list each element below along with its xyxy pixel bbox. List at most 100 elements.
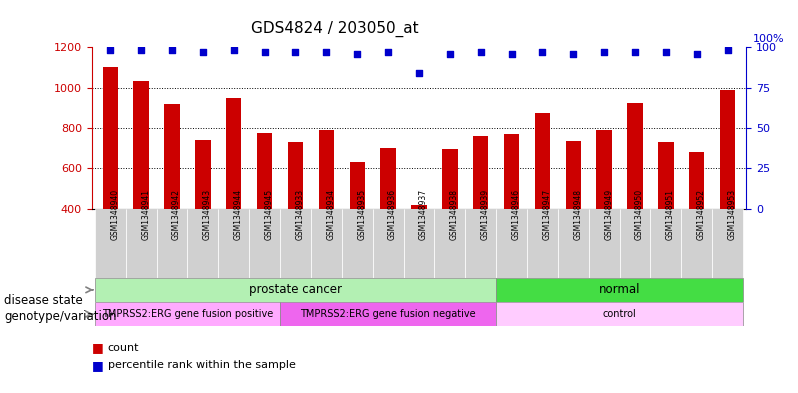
Point	[690, 50, 703, 57]
Text: percentile rank within the sample: percentile rank within the sample	[108, 360, 295, 371]
Bar	[504, 134, 519, 289]
Point	[320, 49, 333, 55]
Point	[104, 47, 117, 53]
Bar	[627, 103, 642, 289]
Text: GDS4824 / 203050_at: GDS4824 / 203050_at	[251, 21, 419, 37]
Bar	[249, 209, 280, 278]
Bar	[257, 133, 272, 289]
Text: GSM1348944: GSM1348944	[234, 189, 243, 240]
Bar	[442, 149, 457, 289]
Bar	[280, 209, 311, 278]
Text: GSM1348943: GSM1348943	[203, 189, 212, 240]
Bar	[496, 302, 743, 326]
Point	[381, 49, 394, 55]
Bar	[535, 113, 550, 289]
Point	[721, 47, 734, 53]
Bar	[95, 302, 280, 326]
Point	[629, 49, 642, 55]
Bar	[689, 152, 705, 289]
Bar	[381, 148, 396, 289]
Text: GSM1348947: GSM1348947	[543, 189, 551, 240]
Bar	[95, 209, 126, 278]
Bar	[318, 130, 334, 289]
Bar	[650, 209, 681, 278]
Bar	[589, 209, 619, 278]
Point	[444, 50, 456, 57]
Bar	[465, 209, 496, 278]
Text: GSM1348951: GSM1348951	[666, 189, 675, 240]
Text: GSM1348950: GSM1348950	[635, 189, 644, 240]
Bar	[496, 278, 743, 302]
Text: GSM1348948: GSM1348948	[573, 189, 583, 240]
Text: control: control	[602, 309, 637, 319]
Bar	[527, 209, 558, 278]
Bar	[566, 141, 581, 289]
Point	[413, 70, 425, 76]
Bar	[712, 209, 743, 278]
Text: GSM1348938: GSM1348938	[450, 189, 459, 240]
Text: prostate cancer: prostate cancer	[249, 283, 342, 296]
Bar	[133, 81, 149, 289]
Bar	[156, 209, 188, 278]
Bar	[404, 209, 434, 278]
Bar	[342, 209, 373, 278]
Bar	[658, 142, 674, 289]
Text: count: count	[108, 343, 139, 353]
Bar	[720, 90, 735, 289]
Bar	[373, 209, 404, 278]
Text: disease state: disease state	[4, 294, 83, 307]
Bar	[473, 136, 488, 289]
Text: GSM1348939: GSM1348939	[480, 189, 490, 240]
Point	[196, 49, 209, 55]
Text: GSM1348934: GSM1348934	[326, 189, 335, 240]
Point	[227, 47, 240, 53]
Bar	[619, 209, 650, 278]
Text: GSM1348952: GSM1348952	[697, 189, 705, 240]
Text: GSM1348953: GSM1348953	[728, 189, 737, 240]
Text: GSM1348940: GSM1348940	[110, 189, 119, 240]
Point	[135, 47, 148, 53]
Text: ■: ■	[92, 341, 104, 354]
Text: TMPRSS2:ERG gene fusion negative: TMPRSS2:ERG gene fusion negative	[300, 309, 476, 319]
Bar	[496, 209, 527, 278]
Bar	[95, 278, 496, 302]
Text: GSM1348935: GSM1348935	[358, 189, 366, 240]
Text: GSM1348945: GSM1348945	[265, 189, 274, 240]
Point	[166, 47, 179, 53]
Text: GSM1348933: GSM1348933	[295, 189, 305, 240]
Bar	[411, 204, 427, 289]
Point	[351, 50, 364, 57]
Point	[289, 49, 302, 55]
Point	[567, 50, 579, 57]
Point	[598, 49, 610, 55]
Bar	[558, 209, 589, 278]
Text: TMPRSS2:ERG gene fusion positive: TMPRSS2:ERG gene fusion positive	[102, 309, 273, 319]
Bar	[350, 162, 365, 289]
Bar	[434, 209, 465, 278]
Text: 100%: 100%	[753, 34, 784, 44]
Bar	[681, 209, 712, 278]
Point	[259, 49, 271, 55]
Text: GSM1348937: GSM1348937	[419, 189, 428, 240]
Text: genotype/variation: genotype/variation	[4, 310, 117, 323]
Point	[505, 50, 518, 57]
Bar	[164, 104, 180, 289]
Bar	[219, 209, 249, 278]
Bar	[311, 209, 342, 278]
Text: GSM1348946: GSM1348946	[512, 189, 520, 240]
Bar	[226, 97, 242, 289]
Point	[474, 49, 487, 55]
Text: ■: ■	[92, 359, 104, 372]
Text: GSM1348936: GSM1348936	[388, 189, 397, 240]
Text: normal: normal	[598, 283, 640, 296]
Bar	[280, 302, 496, 326]
Bar	[188, 209, 219, 278]
Text: GSM1348942: GSM1348942	[172, 189, 181, 240]
Bar	[126, 209, 156, 278]
Bar	[288, 142, 303, 289]
Point	[536, 49, 549, 55]
Bar	[596, 130, 612, 289]
Bar	[103, 67, 118, 289]
Text: GSM1348949: GSM1348949	[604, 189, 613, 240]
Text: GSM1348941: GSM1348941	[141, 189, 150, 240]
